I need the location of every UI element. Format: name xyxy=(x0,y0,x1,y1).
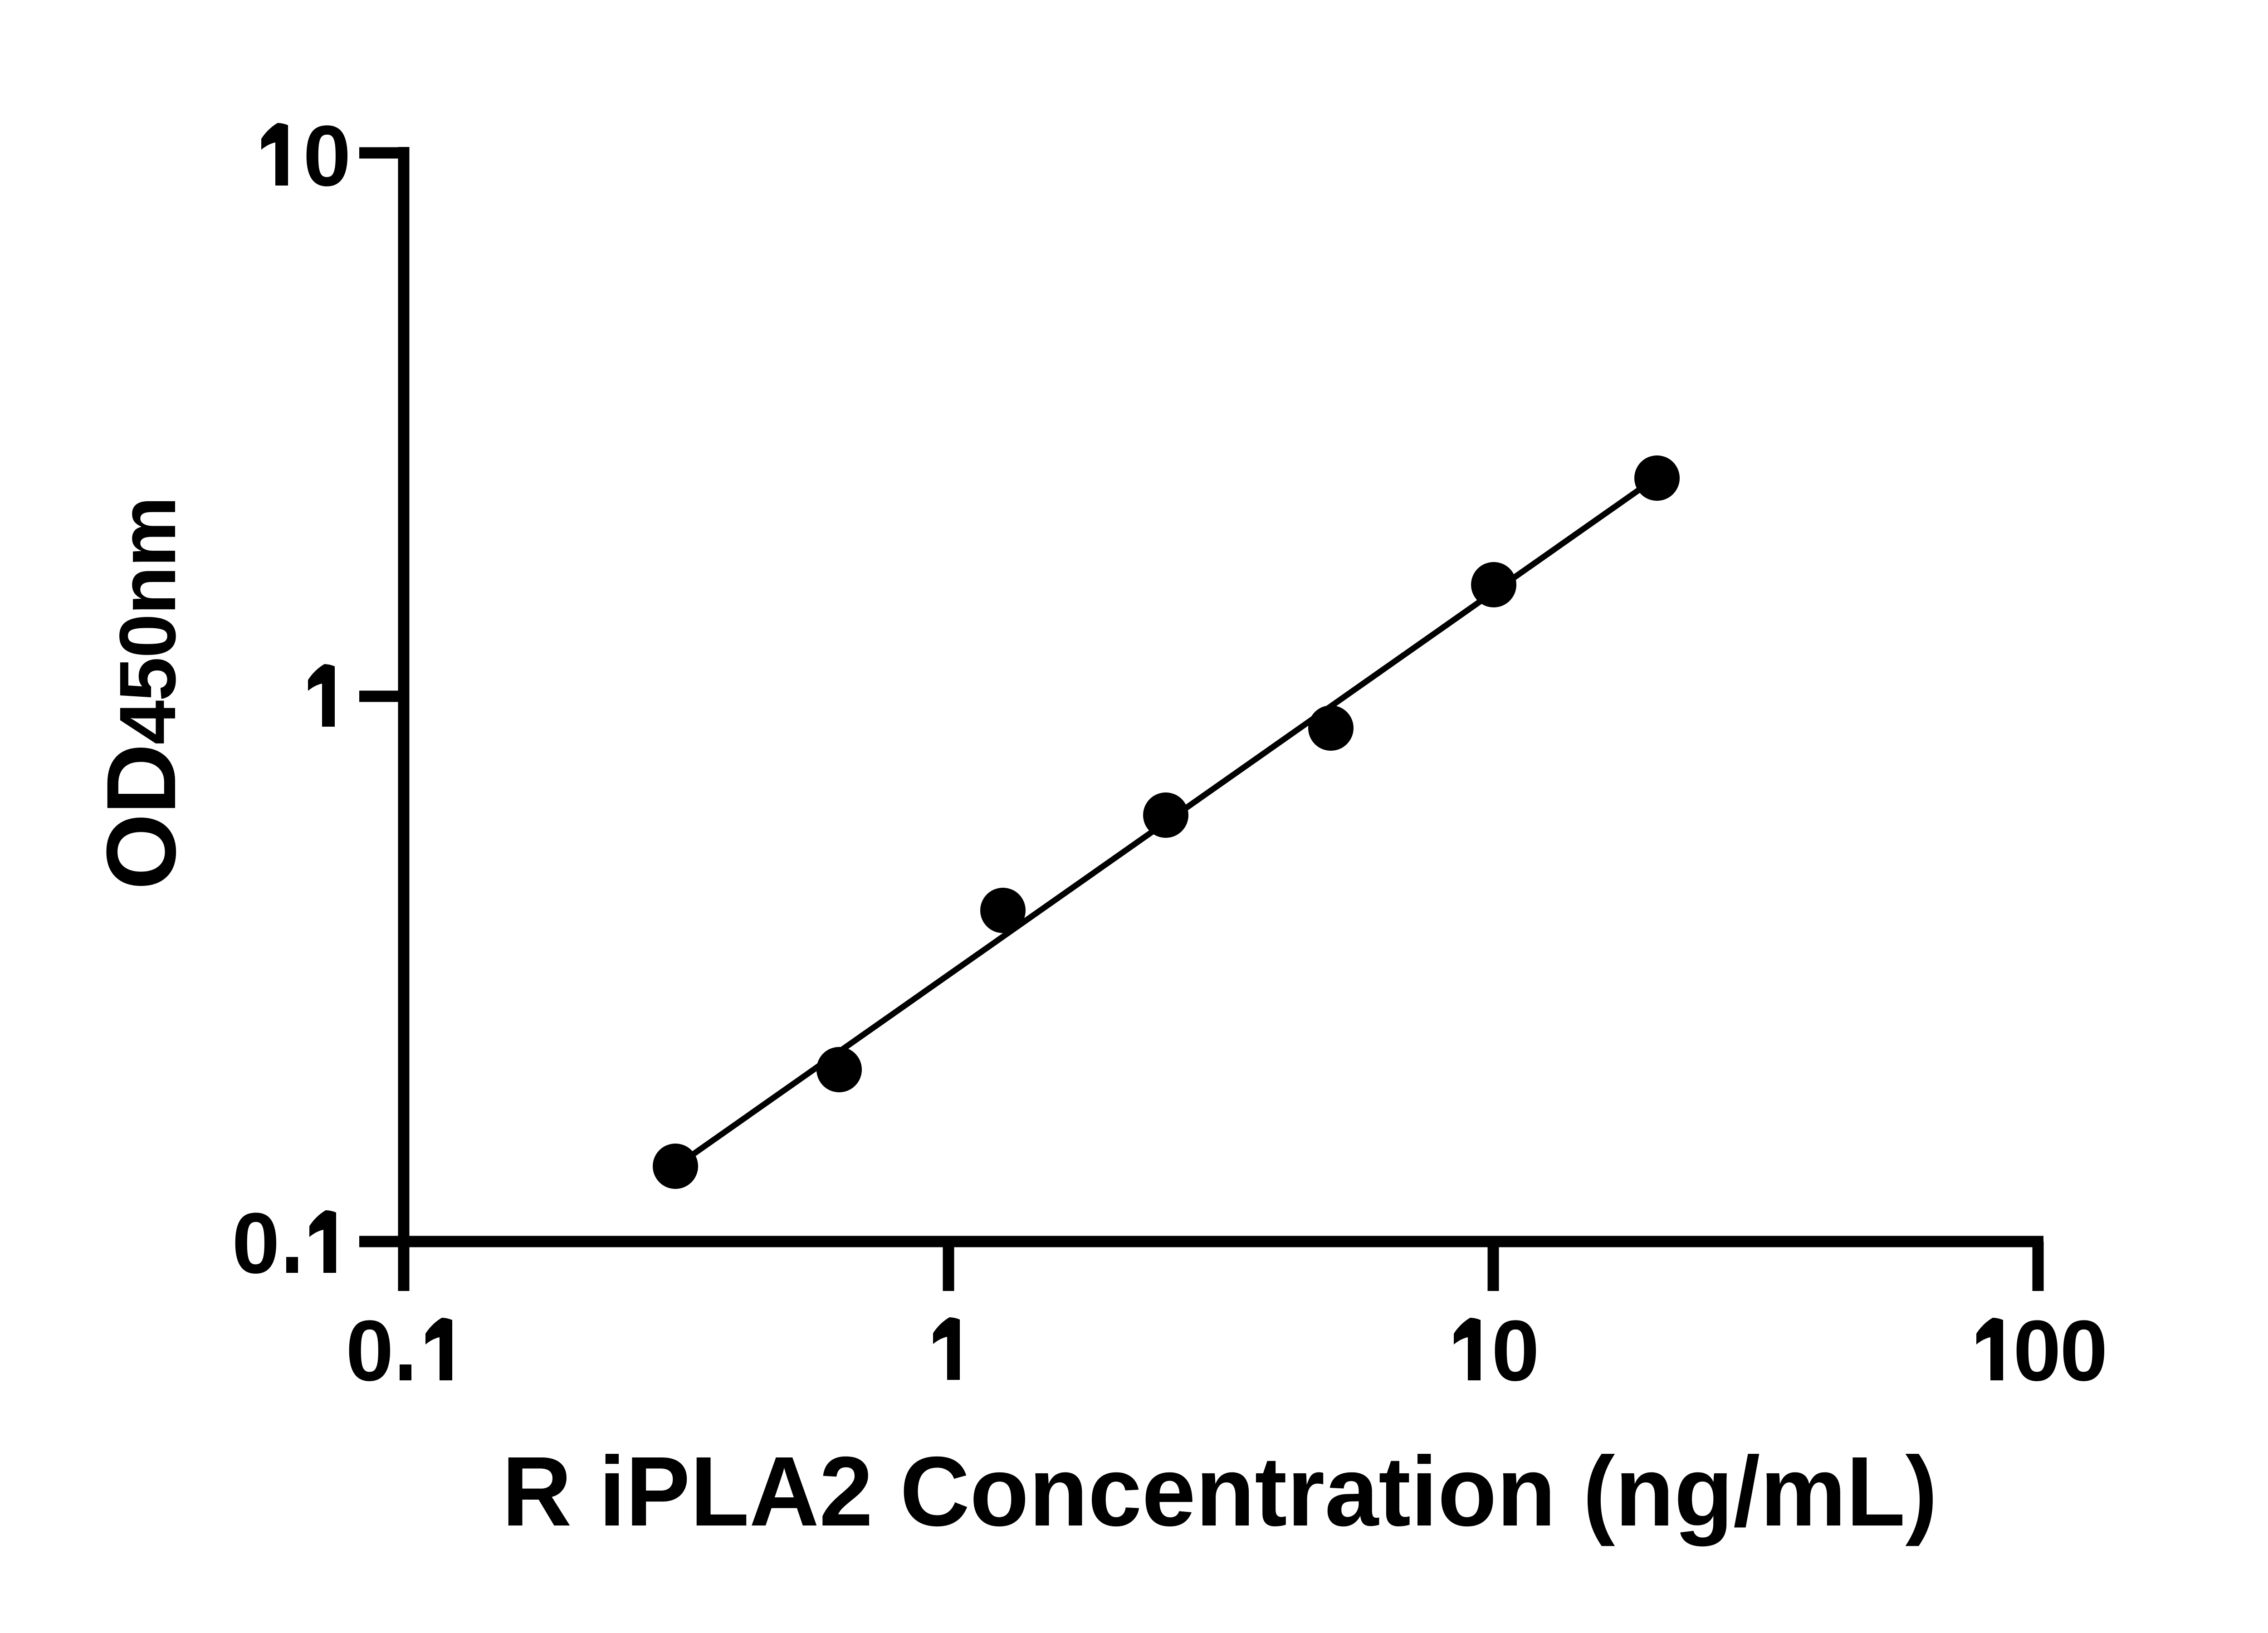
svg-text:0: 0 xyxy=(1491,1303,1540,1399)
svg-text:0: 0 xyxy=(346,1303,394,1399)
svg-text:OD450nm: OD450nm xyxy=(86,496,196,890)
svg-text:R iPLA2 Concentration (ng/mL): R iPLA2 Concentration (ng/mL) xyxy=(502,1437,1938,1547)
svg-text:0: 0 xyxy=(303,108,351,204)
svg-text:0: 0 xyxy=(2060,1303,2108,1399)
svg-text:0: 0 xyxy=(2013,1303,2061,1399)
svg-text:0: 0 xyxy=(232,1195,280,1291)
